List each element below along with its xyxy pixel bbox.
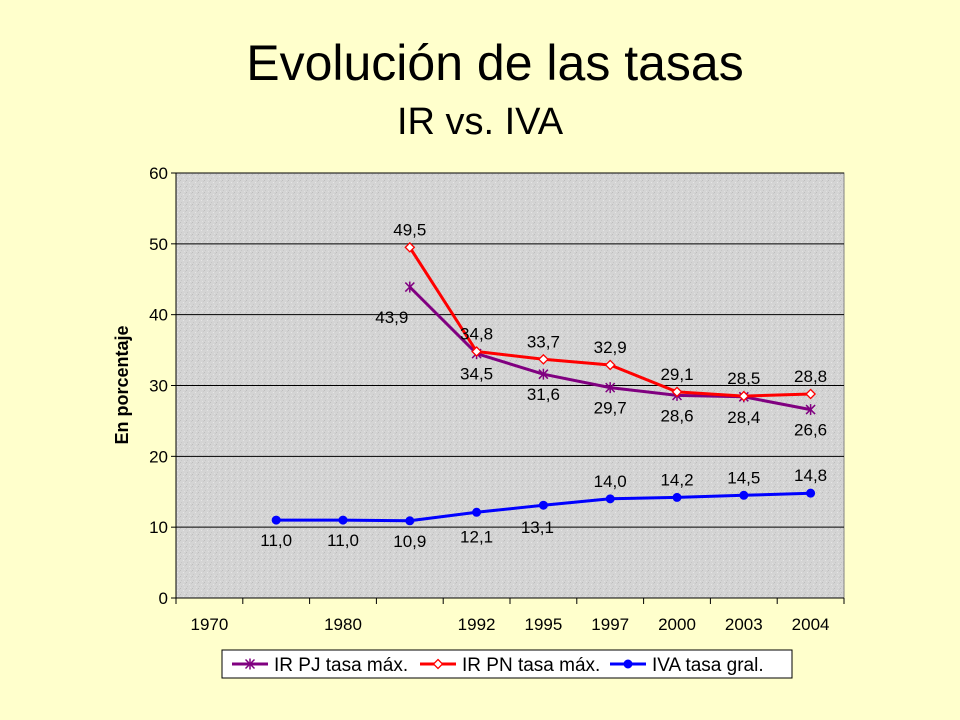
data-point-ir-pn-tasa-m-x xyxy=(671,386,683,398)
data-label: 13,1 xyxy=(521,518,554,537)
legend-marker xyxy=(432,658,444,670)
data-label: 26,6 xyxy=(794,421,827,440)
data-point-ir-pn-tasa-m-x xyxy=(805,388,817,400)
data-point-ir-pj-tasa-m-x xyxy=(404,281,415,293)
data-label: 31,6 xyxy=(527,385,560,404)
data-label: 49,5 xyxy=(393,220,426,239)
y-tick-label: 30 xyxy=(149,377,168,396)
y-tick-label: 50 xyxy=(149,235,168,254)
data-label: 28,6 xyxy=(660,406,693,425)
x-tick-label: 1970 xyxy=(190,615,228,634)
data-point-iva-tasa-gral xyxy=(271,515,281,525)
data-label: 11,0 xyxy=(327,531,359,550)
data-label: 28,5 xyxy=(727,369,760,388)
data-label: 14,5 xyxy=(727,468,760,487)
data-label: 14,8 xyxy=(794,466,827,485)
data-label: 28,8 xyxy=(794,367,827,386)
page-subtitle: IR vs. IVA xyxy=(396,101,564,143)
data-point-ir-pn-tasa-m-x xyxy=(604,359,616,371)
data-point-iva-tasa-gral xyxy=(605,494,615,504)
data-point-iva-tasa-gral xyxy=(405,516,415,526)
y-axis-title: En porcentaje xyxy=(112,325,132,444)
x-tick-label: 2004 xyxy=(792,615,830,634)
data-label: 32,9 xyxy=(594,338,627,357)
data-label: 14,2 xyxy=(660,470,693,489)
data-point-ir-pn-tasa-m-x xyxy=(738,390,750,402)
y-tick-label: 40 xyxy=(149,306,168,325)
data-label: 34,5 xyxy=(460,365,493,384)
data-point-iva-tasa-gral xyxy=(338,515,348,525)
y-tick-label: 10 xyxy=(149,518,168,537)
x-tick-label: 1980 xyxy=(324,615,362,634)
data-point-ir-pn-tasa-m-x xyxy=(404,241,416,253)
x-tick-label: 2003 xyxy=(725,615,763,634)
data-point-iva-tasa-gral xyxy=(472,507,482,517)
legend-label: IR PJ tasa máx. xyxy=(274,655,408,676)
x-tick-label: 1995 xyxy=(524,615,562,634)
data-label: 43,9 xyxy=(375,308,408,327)
data-label: 12,1 xyxy=(460,527,493,546)
legend-label: IR PN tasa máx. xyxy=(462,655,600,676)
data-label: 29,1 xyxy=(660,365,693,384)
data-point-ir-pj-tasa-m-x xyxy=(538,368,549,380)
data-point-ir-pn-tasa-m-x xyxy=(471,346,483,357)
x-tick-label: 1992 xyxy=(458,615,496,634)
legend-label: IVA tasa gral. xyxy=(652,655,764,676)
data-point-iva-tasa-gral xyxy=(538,500,548,510)
x-tick-label: 2000 xyxy=(658,615,696,634)
data-point-ir-pn-tasa-m-x xyxy=(537,353,549,365)
x-tick-label: 1997 xyxy=(591,615,629,634)
data-point-iva-tasa-gral xyxy=(672,492,682,502)
data-label: 33,7 xyxy=(527,332,560,351)
legend: IR PJ tasa máx. IR PN tasa máx. IVA tasa g… xyxy=(221,649,793,679)
data-label: 11,0 xyxy=(260,531,292,550)
data-label: 10,9 xyxy=(393,532,426,551)
data-label: 14,0 xyxy=(594,472,627,491)
legend-box xyxy=(221,649,793,679)
data-label: 28,4 xyxy=(727,408,760,427)
legend-marker xyxy=(244,658,256,670)
data-point-ir-pj-tasa-m-x xyxy=(805,404,816,416)
data-label: 29,7 xyxy=(594,399,627,418)
y-tick-label: 60 xyxy=(149,164,168,183)
y-tick-label: 20 xyxy=(149,447,168,466)
legend-marker xyxy=(623,659,633,669)
data-point-iva-tasa-gral xyxy=(739,490,749,500)
page-title: Evolución de las tasas xyxy=(246,35,744,91)
data-point-iva-tasa-gral xyxy=(806,488,816,498)
data-point-ir-pj-tasa-m-x xyxy=(605,382,616,394)
y-tick-label: 0 xyxy=(159,589,168,608)
data-label: 34,8 xyxy=(460,325,493,344)
